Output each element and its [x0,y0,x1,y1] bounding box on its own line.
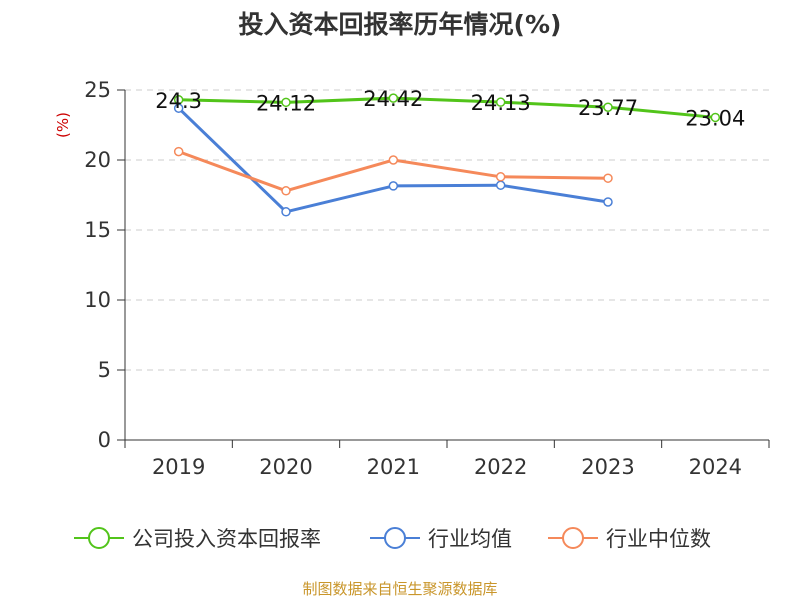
point-0-2019 [173,95,184,105]
point-0-2024 [710,112,721,123]
legend: 公司投入资本回报率 行业均值 行业中位数 [74,527,711,551]
point-1-2021 [388,181,399,191]
data-labels: 24.3 24.12 24.42 24.13 23.77 23.04 [155,87,745,130]
y-tick-label-10: 10 [84,288,111,312]
source-note: 制图数据来自恒生聚源数据库 [302,580,497,598]
x-tick-label-2021: 2021 [367,455,420,479]
data-label-2024: 23.04 [685,106,745,130]
x-tick-label-2024: 2024 [689,455,742,479]
x-tick-label-2020: 2020 [259,455,312,479]
chart-title: 投入资本回报率历年情况(%) [239,10,562,39]
point-1-2023 [603,197,613,207]
x-tick-label-2019: 2019 [152,455,205,479]
legend-label-0: 公司投入资本回报率 [132,527,321,551]
point-0-2021 [388,93,399,103]
series-lines [173,93,721,217]
gridlines [125,89,769,371]
legend-label-1: 行业均值 [428,527,512,551]
y-tick-label-15: 15 [84,218,111,242]
point-2-2019 [173,146,184,157]
point-0-2023 [603,102,613,112]
point-1-2020 [281,207,291,217]
y-tick-label-5: 5 [98,358,111,382]
point-0-2020 [281,97,291,108]
data-label-2021: 24.42 [363,87,423,111]
legend-marker-2 [562,527,584,549]
x-tick-label-2023: 2023 [581,455,634,479]
point-2-2022 [495,172,506,182]
data-label-2020: 24.12 [256,91,316,115]
point-2-2020 [281,186,291,196]
legend-marker-0 [88,527,110,549]
axes: 0 5 10 15 20 25 2019 2020 2021 2022 2023 2024 [84,78,770,479]
legend-label-2: 行业中位数 [606,527,711,551]
data-label-2023: 23.77 [578,96,638,120]
y-tick-label-0: 0 [98,428,111,452]
y-tick-label-25: 25 [84,78,111,102]
point-1-2022 [495,180,506,190]
y-tick-label-20: 20 [84,148,111,172]
point-2-2023 [603,173,613,183]
point-2-2021 [388,155,399,165]
data-label-2019: 24.3 [155,89,202,113]
point-0-2022 [495,97,506,107]
legend-marker-1 [384,527,406,549]
y-axis-label: (%) [54,112,72,138]
series-line-0 [178,96,716,119]
data-label-2022: 24.13 [471,91,531,115]
x-tick-label-2022: 2022 [474,455,527,479]
